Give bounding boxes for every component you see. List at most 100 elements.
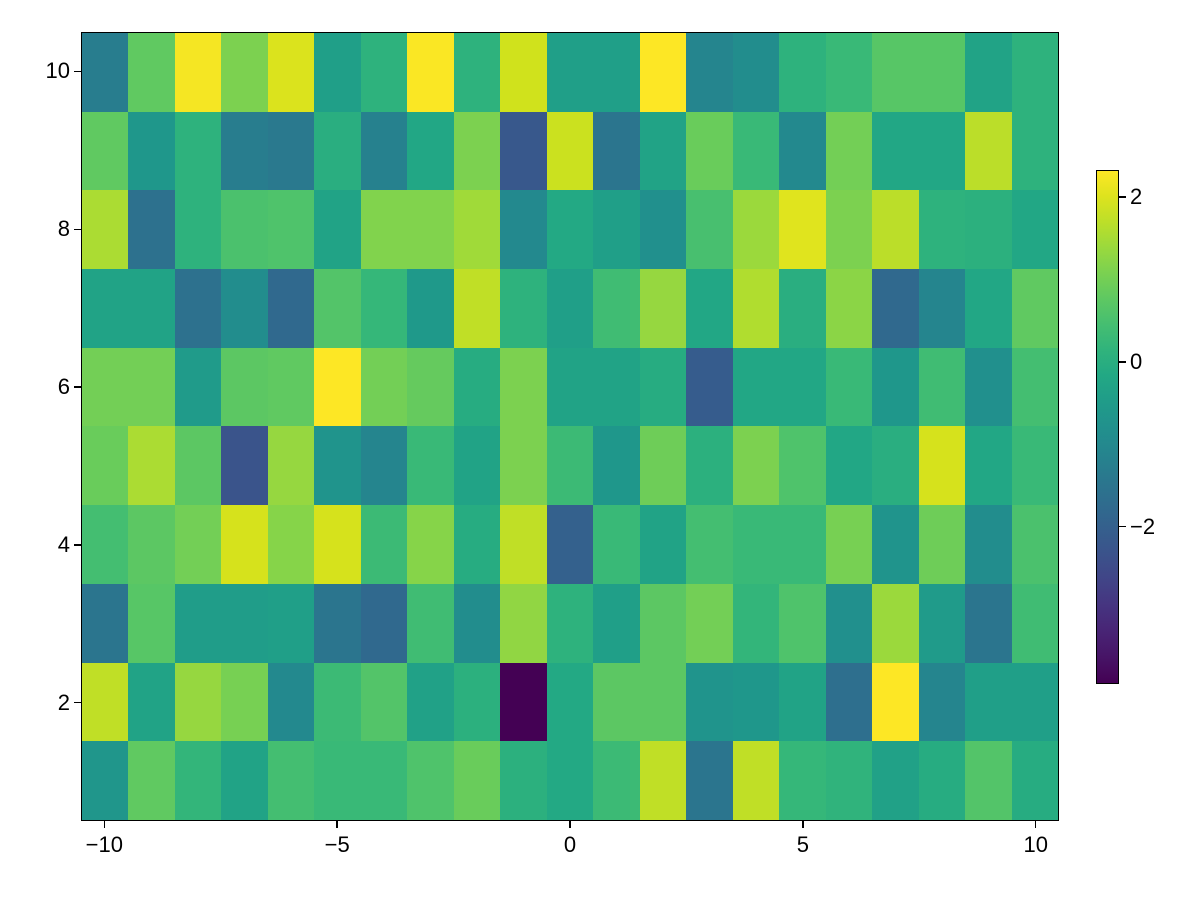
heatmap-cell [360, 505, 408, 584]
heatmap-cell [918, 190, 966, 270]
heatmap-cell [732, 347, 780, 427]
heatmap-cell [267, 583, 315, 663]
heatmap-cell [500, 347, 547, 427]
heatmap-cell [732, 583, 780, 663]
heatmap-cell [314, 426, 361, 506]
heatmap-cell [918, 426, 966, 506]
heatmap-cell [82, 741, 129, 820]
heatmap-cell [732, 111, 780, 191]
y-tick-label: 10 [45, 58, 70, 84]
colorbar-tick-mark [1119, 196, 1126, 198]
colorbar [1096, 170, 1119, 684]
heatmap-cell [732, 426, 780, 506]
heatmap-cell [82, 190, 129, 270]
heatmap-cell [500, 190, 547, 270]
heatmap-cell [593, 741, 640, 820]
heatmap-cell [965, 269, 1012, 348]
y-tick-label: 8 [57, 216, 70, 242]
heatmap-cell [779, 33, 826, 112]
heatmap-cell [686, 347, 733, 427]
heatmap-cell [407, 426, 454, 506]
heatmap-cell [407, 190, 454, 270]
heatmap-cell [407, 662, 454, 742]
heatmap-cell [825, 111, 873, 191]
heatmap-cell [453, 190, 501, 270]
heatmap-cell [500, 269, 547, 348]
heatmap-cell [500, 426, 547, 506]
heatmap-cell [1011, 347, 1058, 427]
heatmap-cell [82, 269, 129, 348]
heatmap-cell [918, 269, 966, 348]
heatmap-cell [872, 741, 919, 820]
heatmap-cell [314, 190, 361, 270]
heatmap-cell [825, 583, 873, 663]
heatmap-cell [221, 111, 268, 191]
heatmap-cell [825, 269, 873, 348]
heatmap-cell [918, 505, 966, 584]
heatmap-cell [221, 662, 268, 742]
heatmap-cell [314, 347, 361, 427]
heatmap-cell [872, 583, 919, 663]
heatmap-cell [1011, 33, 1058, 112]
heatmap-cell [825, 347, 873, 427]
heatmap-cell [639, 33, 687, 112]
colorbar-tick-label: 0 [1130, 348, 1143, 374]
heatmap-cell [314, 33, 361, 112]
heatmap-cell [174, 269, 222, 348]
heatmap-cell [174, 583, 222, 663]
heatmap-cell [453, 741, 501, 820]
x-tick-label: −5 [324, 832, 350, 857]
heatmap-cell [174, 741, 222, 820]
heatmap-cell [360, 33, 408, 112]
heatmap-cell [128, 583, 175, 663]
heatmap-cell [686, 269, 733, 348]
y-tick-mark [74, 701, 81, 704]
heatmap-cell [174, 347, 222, 427]
heatmap-cell [82, 426, 129, 506]
x-tick-mark [569, 821, 571, 828]
heatmap-cell [314, 505, 361, 584]
heatmap-cell [221, 269, 268, 348]
heatmap-cell [360, 741, 408, 820]
heatmap-cell [221, 505, 268, 584]
x-tick-label: −10 [85, 832, 123, 857]
heatmap-cell [546, 583, 594, 663]
heatmap-cell [407, 269, 454, 348]
heatmap-cell [221, 426, 268, 506]
heatmap-cell [593, 662, 640, 742]
heatmap-cell [546, 347, 594, 427]
heatmap-cell [779, 111, 826, 191]
heatmap-cell [174, 662, 222, 742]
y-tick-mark [74, 228, 81, 230]
heatmap-cell [221, 190, 268, 270]
heatmap-cell [686, 190, 733, 270]
heatmap-cell [500, 583, 547, 663]
y-tick-label: 2 [57, 689, 70, 715]
heatmap-cell [779, 190, 826, 270]
y-tick-label: 4 [57, 531, 70, 557]
heatmap-cell [779, 583, 826, 663]
heatmap-cell [593, 33, 640, 112]
heatmap-cell [453, 111, 501, 191]
heatmap-cell [779, 269, 826, 348]
heatmap-cell [546, 111, 594, 191]
heatmap-cell [872, 505, 919, 584]
heatmap-cell [128, 662, 175, 742]
heatmap-plot-area [81, 32, 1059, 821]
heatmap-cell [546, 662, 594, 742]
heatmap-cell [174, 111, 222, 191]
heatmap-cell [360, 190, 408, 270]
heatmap-cell [314, 662, 361, 742]
heatmap-cell [407, 347, 454, 427]
heatmap-cell [779, 741, 826, 820]
heatmap-cell [546, 505, 594, 584]
heatmap-cell [825, 662, 873, 742]
heatmap-cell [965, 583, 1012, 663]
heatmap-cell [128, 190, 175, 270]
heatmap-cell [593, 426, 640, 506]
heatmap-cell [453, 505, 501, 584]
heatmap-cell [82, 111, 129, 191]
heatmap-cell [314, 269, 361, 348]
heatmap-cell [872, 111, 919, 191]
heatmap-cell [546, 426, 594, 506]
